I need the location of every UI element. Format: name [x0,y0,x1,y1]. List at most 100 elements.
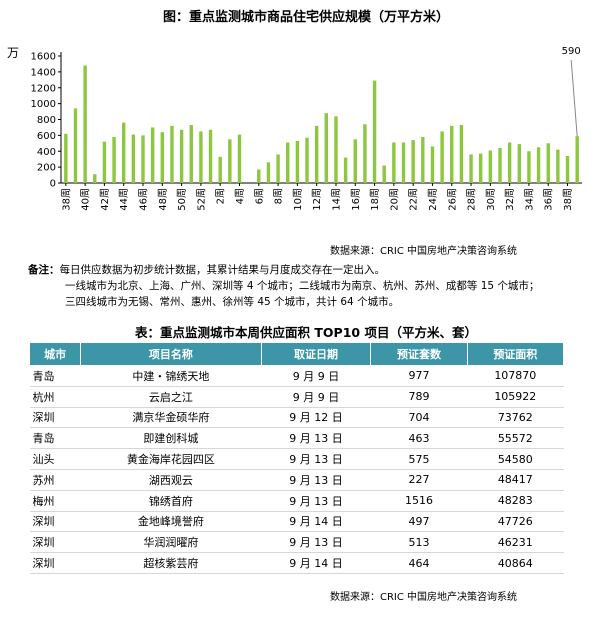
bar [170,125,174,183]
bar [131,134,136,183]
bar [295,140,300,183]
table-row: 深圳 金地峰境誉府 9 月 14 日 497 47726 [29,511,564,533]
table-cell: 华润润曜府 [80,531,262,554]
table-cell: 超核紫芸府 [80,552,262,574]
x-tick-label: 50周 [176,188,188,211]
bar [199,131,203,183]
bar [556,149,560,183]
table-cell: 杭州 [29,386,81,408]
x-tick-label: 14周 [330,188,342,211]
table-cell: 47726 [467,511,564,533]
table-cell: 46231 [467,531,564,554]
x-tick-label: 8周 [273,188,285,204]
bar [266,162,271,183]
bar [314,125,319,183]
table-row: 梅州 锦绣首府 9 月 13 日 1516 48283 [29,490,564,512]
table-cell: 704 [370,407,468,429]
table-row: 深圳 华润润曜府 9 月 13 日 513 46231 [29,531,564,554]
table-cell: 锦绣首府 [80,490,262,512]
bar [73,108,78,183]
table-cell: 9 月 9 日 [261,365,371,387]
bar [430,146,435,183]
table-cell: 中建・锦绣天地 [80,365,262,387]
x-tick-label: 22周 [408,188,420,211]
x-tick-label: 2周 [215,188,227,204]
bar [363,124,367,183]
table-row: 汕头 黄金海岸花园四区 9 月 13 日 575 54580 [29,448,564,470]
bar [237,134,242,183]
table-cell: 9 月 13 日 [261,531,371,554]
x-tick-label: 6周 [253,188,265,204]
x-tick-label: 20周 [388,188,400,211]
bar [189,125,193,183]
x-tick-label: 10周 [292,188,304,211]
table-cell: 575 [370,448,468,470]
bar [507,142,512,183]
x-tick-label: 46周 [138,188,150,211]
x-tick-label: 38周 [562,188,574,211]
x-tick-label: 36周 [543,188,555,211]
table-cell: 金地峰境誉府 [80,511,262,533]
table-cell: 汕头 [29,448,81,470]
y-tick-label: 1200 [31,83,56,94]
table-header-row: 城市 项目名称 取证日期 预证套数 预证面积 [28,342,565,366]
table-cell: 深圳 [29,511,81,533]
table-cell: 梅州 [29,490,81,512]
chart-bars [64,65,579,183]
bar [450,125,454,183]
table-cell: 满京华金硕华府 [80,407,262,429]
table-cell: 107870 [467,365,564,387]
table-cell: 云启之江 [80,386,262,408]
chart-callout: 590 [562,46,581,137]
x-tick-label: 26周 [446,188,458,211]
x-tick-label: 32周 [504,188,516,211]
x-tick-label: 16周 [350,188,362,211]
bar [353,139,357,183]
bar [83,65,87,183]
x-tick-label: 52周 [195,188,207,211]
bar [343,157,348,183]
table-cell: 9 月 13 日 [261,427,371,450]
table-cell: 48283 [467,490,564,512]
bar [575,136,579,183]
bar [160,132,165,183]
table-header-cell: 预证套数 [370,342,468,366]
note-line-2: 一线城市为北京、上海、广州、深圳等 4 个城市；二线城市为南京、杭州、苏州、成都… [65,280,540,292]
bar [546,143,550,183]
bar [411,140,415,183]
table-cell: 40864 [467,552,564,574]
bar [257,169,261,183]
y-tick-label: 1400 [31,67,56,78]
x-tick-label: 12周 [311,188,323,211]
table-row: 深圳 超核紫芸府 9 月 14 日 464 40864 [29,552,564,574]
table-cell: 497 [370,511,468,533]
table-cell: 深圳 [29,407,81,429]
x-tick-label: 40周 [80,188,92,211]
table-cell: 即建创科城 [80,427,262,450]
table-row: 青岛 即建创科城 9 月 13 日 463 55572 [29,427,564,450]
bar [392,142,396,183]
bar [179,129,184,183]
bar [122,122,126,183]
table-body: 青岛 中建・锦绣天地 9 月 9 日 977 107870 杭州 云启之江 9 月 9 日 78… [29,365,564,574]
callout-label: 590 [562,46,581,57]
x-tick-label: 18周 [369,188,381,211]
table-cell: 苏州 [29,469,81,491]
bar [112,136,116,183]
table-row: 深圳 满京华金硕华府 9 月 12 日 704 73762 [29,407,564,429]
bar [334,116,338,183]
bar [527,151,531,183]
bar [286,142,290,183]
bar [478,153,483,183]
top10-projects-table: 城市 项目名称 取证日期 预证套数 预证面积 青岛 中建・锦绣天地 9 月 9 日 977 10… [28,342,565,574]
table-cell: 青岛 [29,427,81,450]
table-header-cell: 预证面积 [466,342,565,366]
table-cell: 513 [370,531,468,554]
table-cell: 54580 [467,448,564,470]
x-tick-label: 44周 [118,188,130,211]
table-cell: 1516 [370,490,468,512]
table-header-cell: 项目名称 [80,342,262,366]
bar [218,156,222,183]
table-cell: 463 [370,427,468,450]
bar [536,147,541,183]
